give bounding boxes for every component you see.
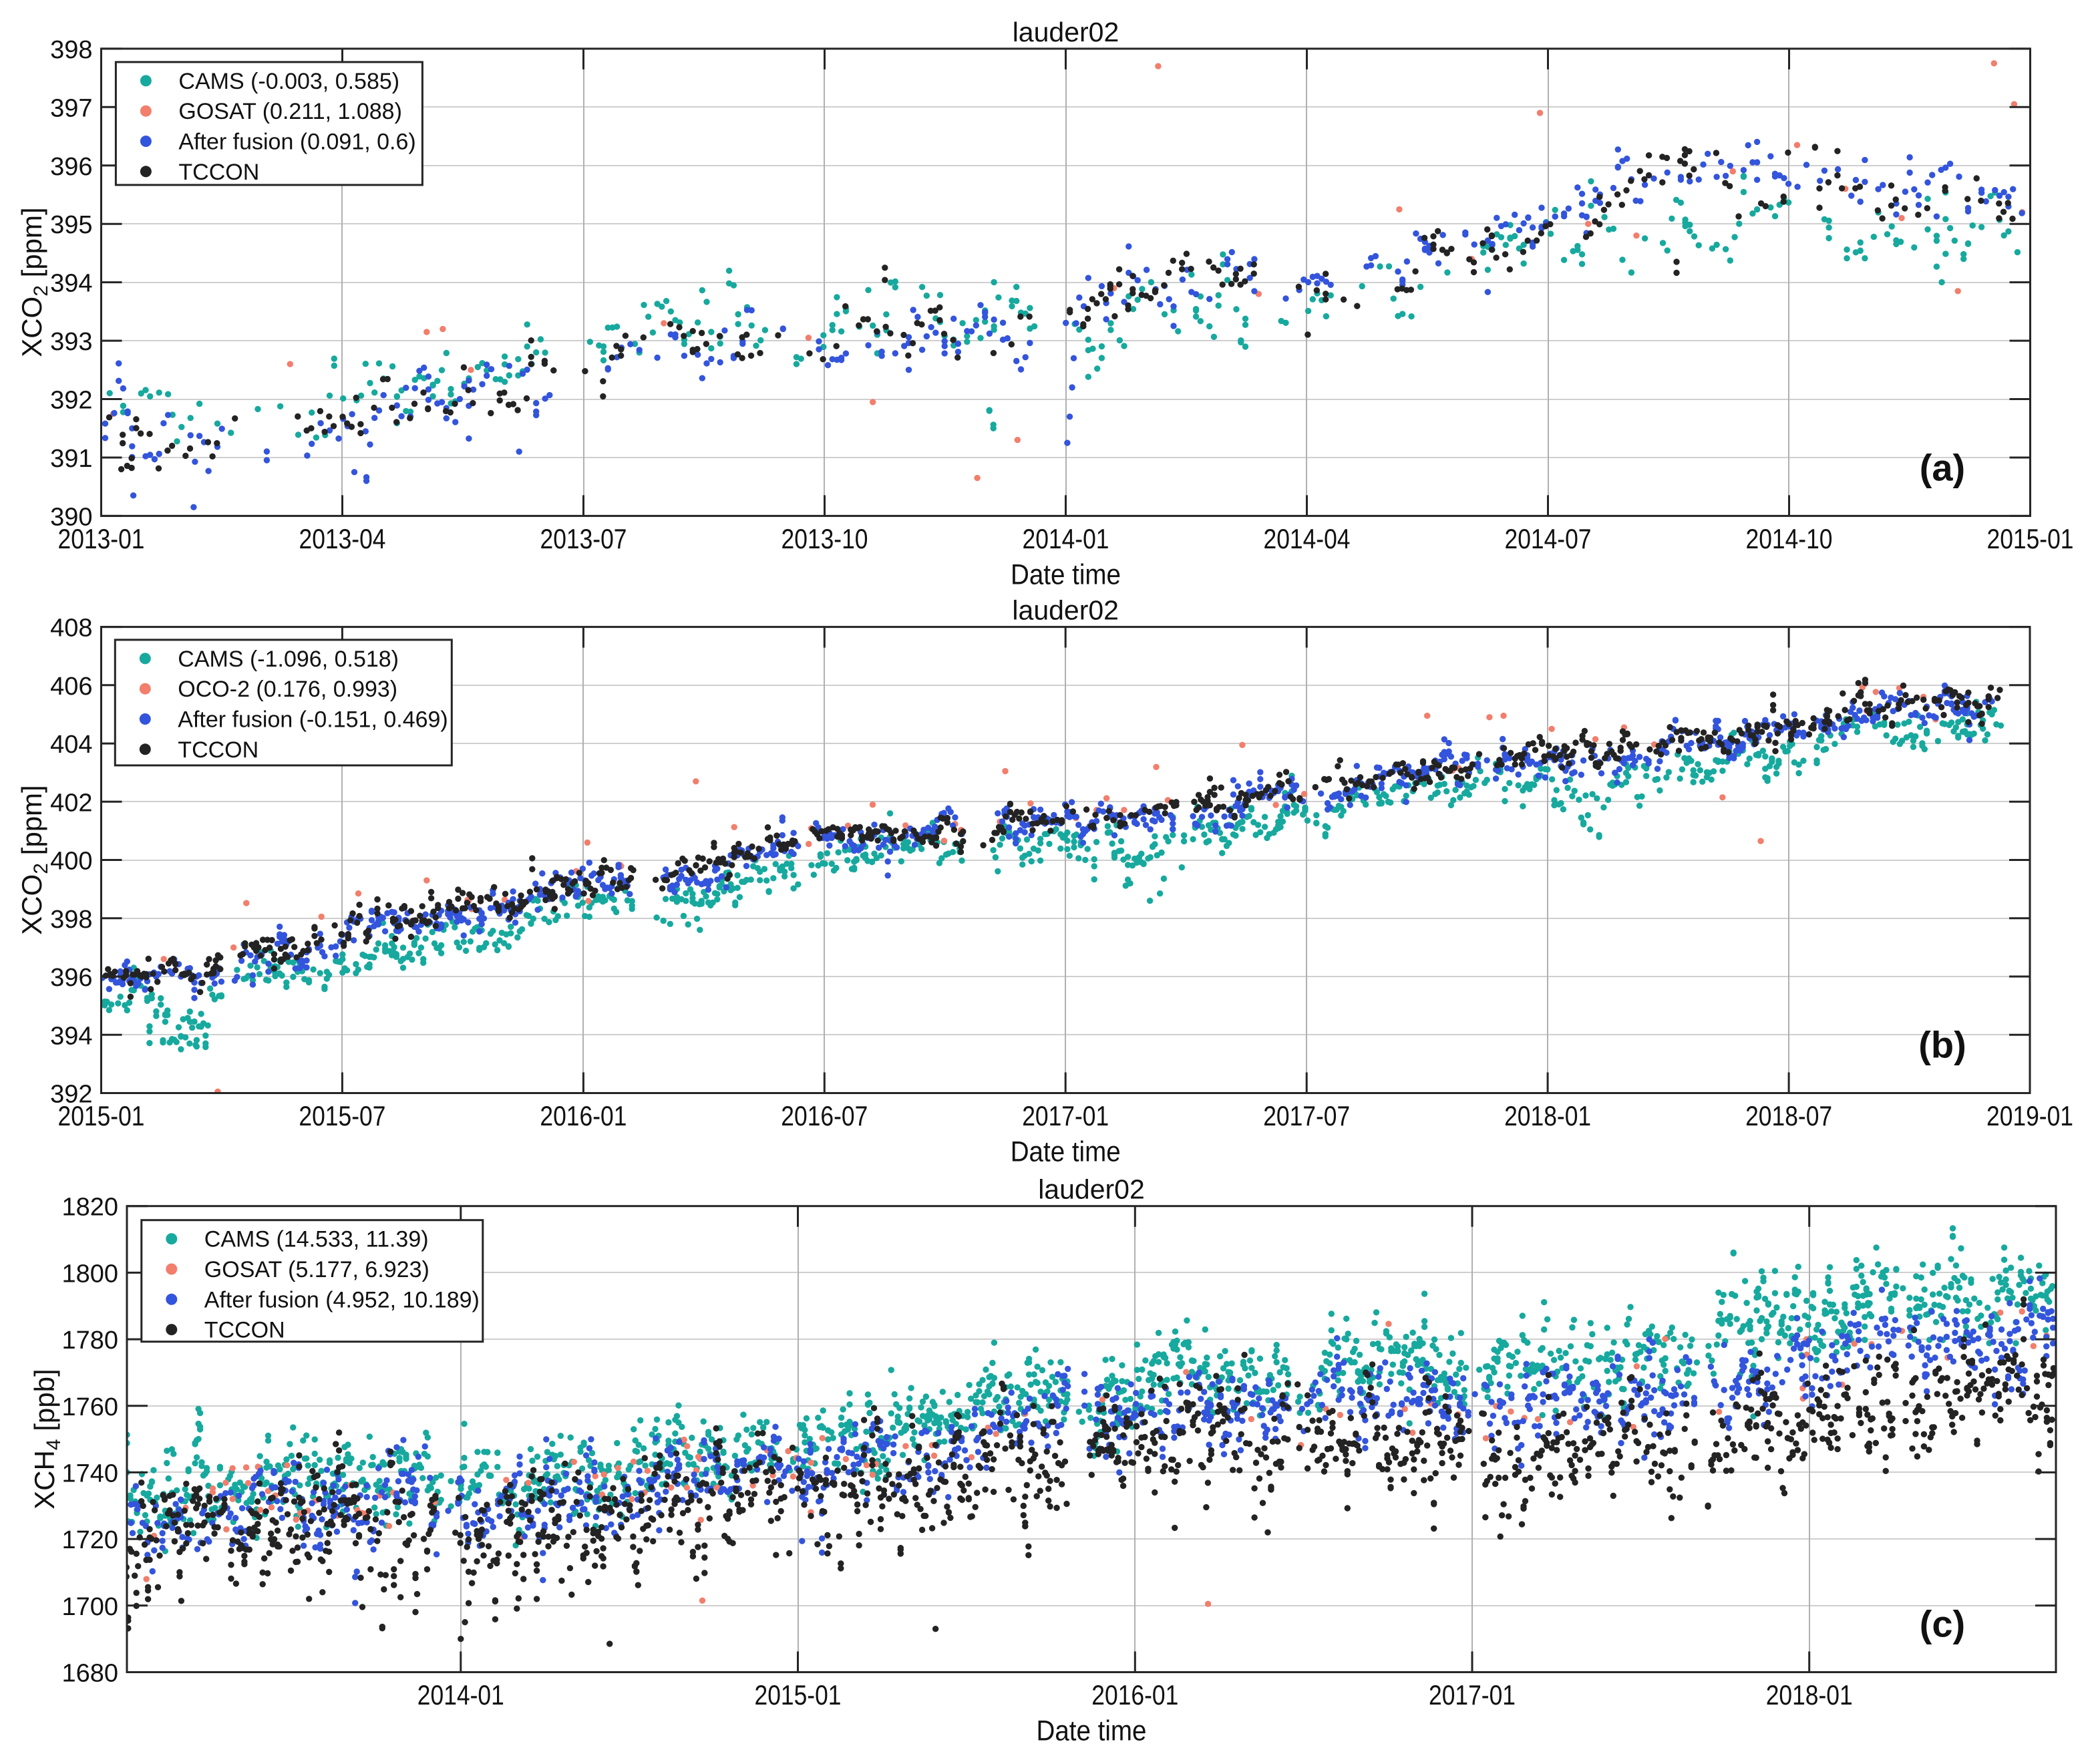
svg-text:2017-01: 2017-01 [1429, 1679, 1516, 1711]
svg-text:After fusion (0.091, 0.6): After fusion (0.091, 0.6) [178, 130, 415, 155]
svg-text:396: 396 [50, 964, 92, 992]
svg-text:2015-01: 2015-01 [755, 1679, 842, 1711]
svg-text:400: 400 [50, 848, 92, 876]
svg-text:TCCON: TCCON [178, 160, 259, 185]
svg-text:After fusion (-0.151, 0.469): After fusion (-0.151, 0.469) [178, 707, 448, 733]
svg-text:lauder02: lauder02 [1012, 595, 1119, 626]
svg-text:2014-04: 2014-04 [1264, 523, 1351, 554]
svg-text:OCO-2 (0.176, 0.993): OCO-2 (0.176, 0.993) [178, 677, 397, 702]
svg-text:2017-01: 2017-01 [1022, 1100, 1109, 1131]
svg-text:2013-10: 2013-10 [781, 523, 868, 554]
svg-text:398: 398 [50, 36, 92, 64]
svg-text:(a): (a) [1920, 446, 1965, 488]
svg-text:398: 398 [50, 906, 92, 934]
svg-text:390: 390 [50, 503, 92, 531]
svg-text:2014-01: 2014-01 [417, 1679, 504, 1711]
svg-text:2016-01: 2016-01 [540, 1100, 627, 1131]
svg-text:1700: 1700 [61, 1593, 118, 1621]
svg-text:CAMS (-1.096, 0.518): CAMS (-1.096, 0.518) [178, 647, 399, 672]
svg-text:TCCON: TCCON [178, 737, 258, 763]
svg-text:396: 396 [50, 153, 92, 181]
svg-text:2019-01: 2019-01 [1986, 1100, 2073, 1131]
svg-text:2018-01: 2018-01 [1766, 1679, 1853, 1711]
svg-text:1780: 1780 [61, 1327, 118, 1355]
svg-text:2013-01: 2013-01 [58, 523, 145, 554]
svg-text:XCO2 [ppm]: XCO2 [ppm] [16, 785, 52, 934]
svg-text:395: 395 [50, 211, 92, 239]
svg-text:GOSAT (5.177, 6.923): GOSAT (5.177, 6.923) [204, 1257, 429, 1282]
svg-text:2018-07: 2018-07 [1745, 1100, 1832, 1131]
svg-text:2013-07: 2013-07 [540, 523, 627, 554]
svg-text:XCO2 [ppm]: XCO2 [ppm] [16, 207, 52, 357]
svg-text:2015-01: 2015-01 [1987, 523, 2074, 554]
svg-text:GOSAT (0.211, 1.088): GOSAT (0.211, 1.088) [178, 99, 402, 124]
svg-text:1680: 1680 [61, 1660, 118, 1688]
svg-text:XCH4 [ppb]: XCH4 [ppb] [29, 1369, 65, 1509]
svg-text:1740: 1740 [61, 1459, 118, 1487]
svg-text:2014-07: 2014-07 [1505, 523, 1592, 554]
svg-text:406: 406 [50, 673, 92, 701]
svg-text:404: 404 [50, 731, 92, 759]
svg-text:397: 397 [50, 94, 92, 122]
svg-text:(b): (b) [1918, 1024, 1966, 1066]
svg-text:1760: 1760 [61, 1393, 118, 1421]
svg-text:CAMS (-0.003, 0.585): CAMS (-0.003, 0.585) [178, 69, 399, 94]
svg-text:1800: 1800 [61, 1260, 118, 1288]
svg-text:392: 392 [50, 1081, 92, 1109]
svg-text:2017-07: 2017-07 [1263, 1100, 1350, 1131]
svg-text:392: 392 [50, 387, 92, 415]
svg-text:1820: 1820 [61, 1194, 118, 1222]
svg-text:Date time: Date time [1011, 1136, 1121, 1168]
svg-text:2014-01: 2014-01 [1023, 523, 1109, 554]
svg-text:After fusion (4.952, 10.189): After fusion (4.952, 10.189) [204, 1287, 480, 1312]
svg-text:393: 393 [50, 328, 92, 356]
svg-text:lauder02: lauder02 [1013, 17, 1119, 47]
svg-text:1720: 1720 [61, 1526, 118, 1554]
svg-text:391: 391 [50, 445, 92, 473]
svg-text:2015-07: 2015-07 [299, 1100, 385, 1131]
svg-text:Date time: Date time [1011, 558, 1121, 590]
svg-text:2016-07: 2016-07 [781, 1100, 868, 1131]
svg-text:2014-10: 2014-10 [1746, 523, 1833, 554]
svg-text:2015-01: 2015-01 [58, 1100, 145, 1131]
svg-text:408: 408 [50, 614, 92, 643]
svg-text:2018-01: 2018-01 [1504, 1100, 1591, 1131]
svg-text:394: 394 [50, 270, 92, 298]
svg-text:Date time: Date time [1037, 1715, 1147, 1747]
svg-text:CAMS (14.533, 11.39): CAMS (14.533, 11.39) [204, 1227, 429, 1252]
svg-text:394: 394 [50, 1022, 92, 1050]
svg-text:402: 402 [50, 789, 92, 817]
svg-text:2013-04: 2013-04 [299, 523, 386, 554]
svg-text:2016-01: 2016-01 [1091, 1679, 1178, 1711]
svg-text:lauder02: lauder02 [1038, 1174, 1145, 1205]
svg-text:(c): (c) [1920, 1603, 1965, 1645]
svg-text:TCCON: TCCON [204, 1318, 285, 1343]
